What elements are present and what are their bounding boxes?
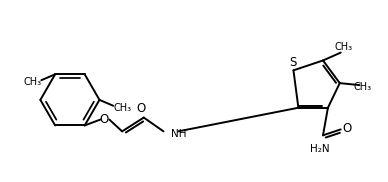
Text: CH₃: CH₃ <box>334 42 353 52</box>
Text: O: O <box>136 102 146 115</box>
Text: CH₃: CH₃ <box>353 82 371 92</box>
Text: O: O <box>342 122 351 135</box>
Text: H₂N: H₂N <box>310 144 330 154</box>
Text: NH: NH <box>171 129 187 139</box>
Text: S: S <box>289 56 296 69</box>
Text: CH₃: CH₃ <box>113 103 131 113</box>
Text: O: O <box>100 113 109 126</box>
Text: CH₃: CH₃ <box>23 77 42 87</box>
